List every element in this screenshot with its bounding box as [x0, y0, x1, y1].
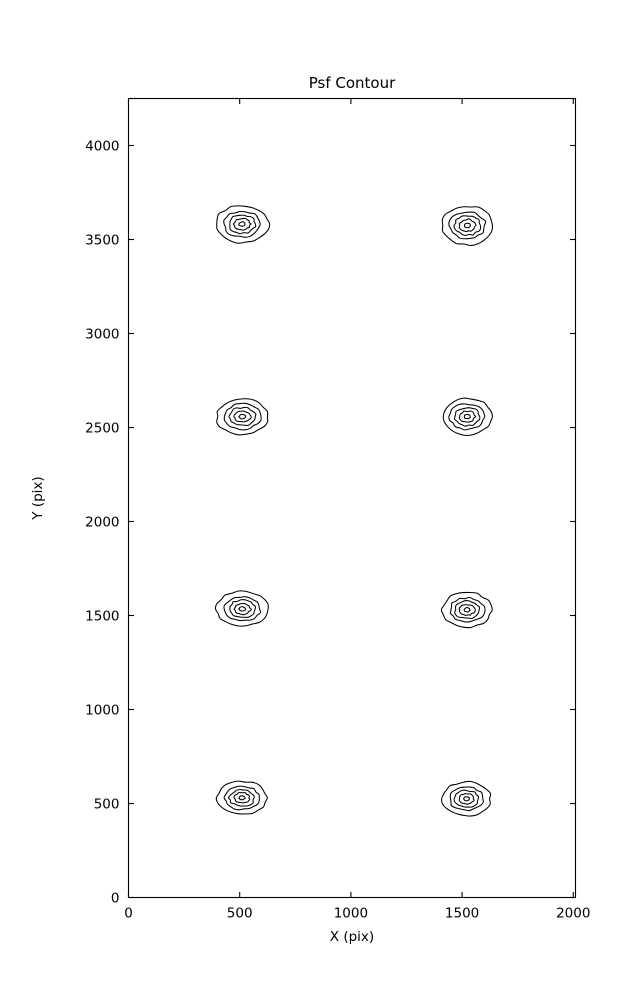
contour-level-ring	[449, 596, 486, 623]
psf-contour-source	[441, 206, 493, 247]
contour-level-ring	[229, 214, 257, 235]
y-axis-label: Y (pix)	[30, 476, 46, 520]
y-tick-label: 2500	[85, 421, 119, 437]
x-axis-label: X (pix)	[330, 929, 374, 945]
axes-group	[127, 97, 577, 899]
contour-level-ring	[458, 218, 477, 233]
y-tick-label: 500	[94, 797, 120, 813]
contour-level-ring	[463, 413, 471, 420]
contour-level-ring	[453, 789, 480, 808]
contour-level-ring	[453, 215, 482, 236]
contour-level-ring	[454, 600, 481, 619]
contour-level-ring	[449, 786, 484, 812]
psf-contour-source	[216, 205, 271, 244]
contour-level-ring	[229, 599, 256, 618]
contour-level-ring	[215, 780, 268, 815]
x-tick-label: 2000	[556, 906, 590, 922]
contour-series-group	[214, 205, 493, 817]
y-tick-label: 3500	[85, 233, 119, 249]
contour-level-ring	[214, 590, 269, 627]
contour-level-ring	[223, 785, 260, 811]
contour-level-ring	[232, 217, 252, 231]
y-tick-label: 2000	[85, 515, 119, 531]
contour-level-ring	[227, 789, 255, 807]
contour-level-ring	[453, 407, 481, 427]
contour-level-ring	[223, 596, 262, 622]
y-tick-label: 0	[111, 891, 120, 907]
contour-level-ring	[463, 222, 471, 229]
axes-text-group: Psf Contour X (pix) Y (pix) 0 500 1000 1500…	[30, 74, 590, 945]
contour-level-ring	[458, 604, 476, 617]
contour-level-ring	[440, 591, 493, 629]
x-tick-label: 1500	[445, 906, 479, 922]
contour-level-ring	[463, 607, 471, 613]
contour-level-ring	[448, 403, 486, 431]
contour-level-ring	[458, 793, 475, 805]
y-tick-label: 1000	[85, 703, 119, 719]
psf-contour-source	[215, 780, 268, 815]
contour-level-ring	[233, 792, 251, 804]
contour-level-ring	[223, 402, 262, 431]
chart-title: Psf Contour	[309, 74, 396, 92]
contour-level-ring	[238, 606, 247, 612]
psf-contour-source	[440, 591, 493, 629]
y-tick-label: 4000	[85, 139, 119, 155]
contour-level-ring	[223, 210, 261, 238]
contour-level-ring	[238, 221, 246, 227]
contour-level-ring	[448, 211, 487, 240]
psf-contour-source	[441, 780, 492, 817]
x-tick-label: 1000	[334, 906, 368, 922]
psf-contour-source	[216, 398, 269, 436]
contour-level-ring	[441, 206, 493, 247]
psf-contour-source	[442, 397, 493, 436]
contour-level-ring	[216, 205, 271, 244]
contour-level-ring	[463, 796, 470, 802]
psf-contour-source	[214, 590, 269, 627]
y-tick-label: 3000	[85, 327, 119, 343]
contour-level-ring	[228, 406, 257, 427]
x-tick-label: 500	[227, 906, 253, 922]
plot-frame	[127, 97, 577, 899]
contour-level-ring	[442, 397, 493, 436]
contour-level-ring	[216, 398, 269, 436]
contour-level-ring	[441, 780, 492, 817]
y-tick-label: 1500	[85, 609, 119, 625]
x-tick-label: 0	[124, 906, 133, 922]
contour-level-ring	[233, 410, 252, 423]
contour-level-ring	[238, 795, 246, 801]
contour-level-ring	[238, 413, 247, 420]
contour-level-ring	[458, 410, 477, 423]
contour-level-ring	[233, 603, 252, 616]
